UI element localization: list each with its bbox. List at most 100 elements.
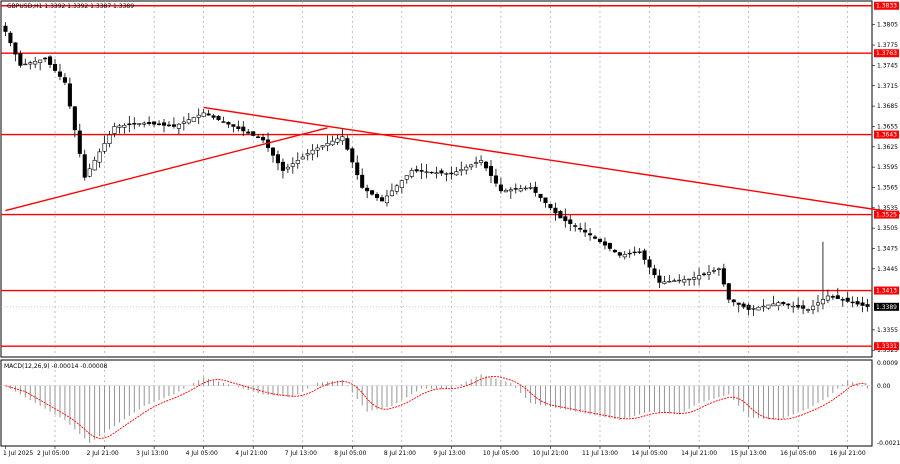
symbol-header: GBPUSD,H1 1.3392 1.3392 1.3387 1.3389 [7,3,134,10]
time-tick-label: 1 Jul 2025 [3,450,33,457]
candle-body [568,219,573,224]
candle-body [275,154,280,164]
time-tick-label: 4 Jul 05:00 [186,450,218,457]
candle-body [721,268,726,285]
candle-body [493,175,498,184]
candle-body [484,161,489,169]
time-tick-label: 14 Jul 05:00 [632,450,668,457]
candle-body [632,251,637,254]
price-tick-label: 1.3655 [877,123,898,130]
price-tick-label: 1.3685 [877,103,898,110]
candle-body [23,63,28,66]
candle-body [607,243,612,249]
candle-body [746,304,751,310]
candle-body [241,126,246,132]
time-tick-label: 16 Jul 05:00 [780,450,816,457]
candle-body [181,121,186,124]
candle-body [771,303,776,307]
candle-body [375,194,380,198]
candle-body [845,297,850,302]
candle-body [706,271,712,275]
candle-body [117,125,122,128]
candle-body [171,124,176,127]
candle-body [479,160,484,163]
candle-body [310,149,315,155]
candle-body [370,190,375,195]
candle-body [578,227,583,230]
candle-body [563,216,568,222]
trendlines [5,106,900,214]
candle-body [52,64,58,71]
candle-body [112,126,117,134]
candle-body [657,275,662,283]
candle-body [206,113,211,116]
candle-body [469,164,474,168]
candle-body [43,57,48,60]
time-tick-label: 9 Jul 13:00 [433,450,465,457]
level-price-tag [874,286,899,295]
candle-body [642,250,647,260]
candle-body [355,162,360,176]
candle-body [360,174,365,188]
candle-body [677,279,682,282]
price-tick-label: 1.3565 [877,184,898,191]
price-tick-label: 1.3805 [877,22,898,29]
candle-body [409,170,414,177]
candle-body [152,121,157,125]
candle-body [439,170,444,174]
time-tick-label: 8 Jul 21:00 [384,450,416,457]
candle-body [850,301,855,304]
candle-body [325,143,330,147]
candle-body [697,275,702,280]
candle-body [399,180,404,188]
candle-body [419,170,424,172]
candle-body [87,168,92,177]
macd-tick-label: 0.0009 [877,360,898,367]
candle-body [741,303,746,308]
candle-body [315,147,320,151]
candle-body [246,131,251,134]
candle-body [92,160,97,171]
candle-body [786,303,791,306]
candle-body [211,115,216,118]
candle-body [414,169,419,172]
candle-body [251,131,256,136]
candle-body [142,122,147,125]
time-tick-label: 14 Jul 21:00 [681,450,717,457]
candle-body [161,122,167,126]
level-price-tag-label: 1.3763 [876,50,897,57]
candle-body [810,305,816,310]
candle-body [28,62,33,65]
time-tick-label: 7 Jul 13:00 [285,450,317,457]
trendline [203,106,900,214]
price-tick-label: 1.3475 [877,246,898,253]
candle-body [860,302,865,306]
candle-body [295,160,300,164]
candle-body [756,306,761,311]
candle-body [588,233,593,236]
candle-body [290,163,295,167]
candle-body [647,259,652,268]
candle-body [77,130,82,154]
candle-body [781,302,786,305]
candle-body [57,71,63,77]
candle-body [122,125,127,128]
candle-body [379,197,385,202]
candle-body [365,187,370,192]
macd-header: MACD(12,26,9) -0.00014 -0.00008 [4,363,108,370]
candle-body [305,153,310,156]
candle-body [701,273,707,275]
candle-body [67,83,72,107]
level-price-tag [874,342,899,351]
candle-body [622,254,627,258]
candle-body [553,207,558,214]
price-tick-label: 1.3595 [877,164,898,171]
candle-body [424,171,429,173]
candle-body [573,225,578,227]
candle-body [474,162,479,164]
macd-histogram [1,374,872,444]
candle-body [18,53,23,66]
candle-body [256,136,261,139]
candle-body [538,193,543,198]
candle-body [612,249,617,253]
